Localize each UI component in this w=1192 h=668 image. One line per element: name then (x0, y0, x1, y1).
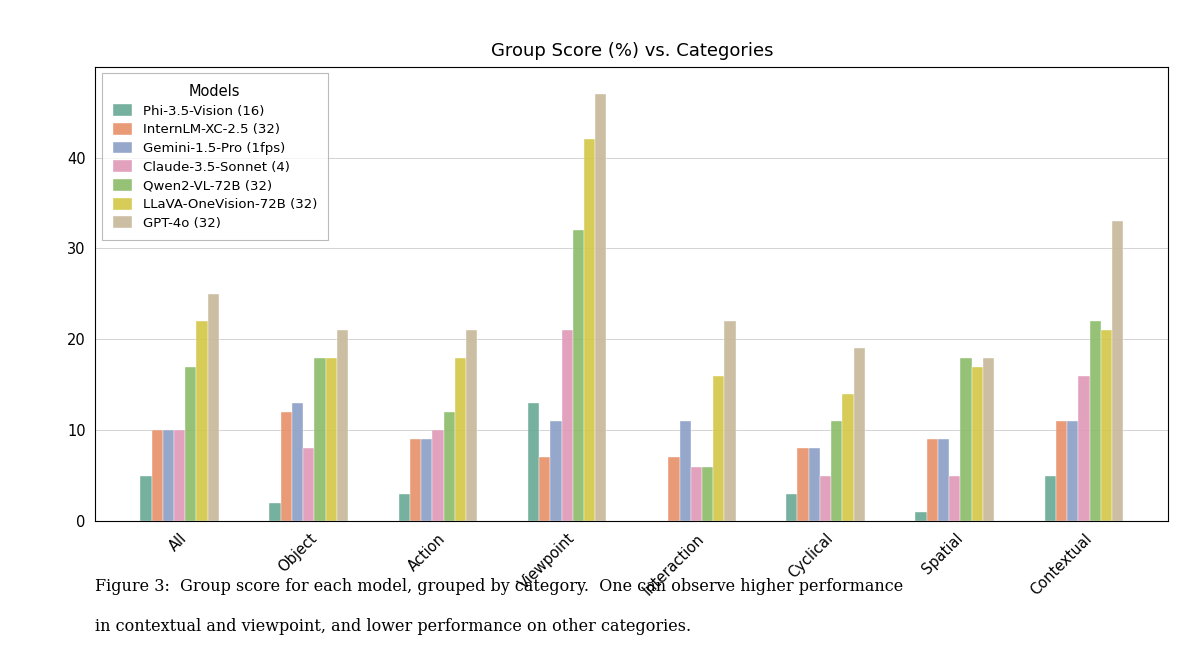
Bar (961, 357, 971, 521)
Bar (808, 448, 820, 521)
Bar (174, 430, 185, 521)
Bar (843, 394, 853, 521)
Bar (303, 448, 315, 521)
Bar (1112, 221, 1123, 521)
Bar (466, 330, 477, 521)
Bar (690, 466, 702, 521)
Bar (443, 412, 455, 521)
Bar (1056, 421, 1067, 521)
Bar (787, 494, 797, 521)
Bar (938, 440, 949, 521)
Text: in contextual and viewpoint, and lower performance on other categories.: in contextual and viewpoint, and lower p… (95, 618, 691, 635)
Bar (831, 421, 843, 521)
Bar (971, 367, 983, 521)
Bar (713, 375, 725, 521)
Bar (797, 448, 808, 521)
Bar (702, 466, 713, 521)
Bar (528, 403, 539, 521)
Bar (185, 367, 197, 521)
Bar (421, 440, 433, 521)
Bar (315, 357, 325, 521)
Bar (433, 430, 443, 521)
Bar (561, 330, 573, 521)
Bar (207, 294, 219, 521)
Title: Group Score (%) vs. Categories: Group Score (%) vs. Categories (491, 41, 772, 59)
Legend: Phi-3.5-Vision (16), InternLM-XC-2.5 (32), Gemini-1.5-Pro (1fps), Claude-3.5-Son: Phi-3.5-Vision (16), InternLM-XC-2.5 (32… (103, 73, 328, 240)
Bar (141, 476, 151, 521)
Bar (455, 357, 466, 521)
Bar (151, 430, 163, 521)
Bar (679, 421, 690, 521)
Bar (573, 230, 584, 521)
Bar (1089, 321, 1100, 521)
Bar (410, 440, 421, 521)
Bar (325, 357, 337, 521)
Bar (337, 330, 348, 521)
Text: Figure 3:  Group score for each model, grouped by category.  One can observe hig: Figure 3: Group score for each model, gr… (95, 578, 904, 595)
Bar (1100, 330, 1112, 521)
Bar (595, 94, 607, 521)
Bar (197, 321, 207, 521)
Bar (551, 421, 561, 521)
Bar (915, 512, 926, 521)
Bar (1067, 421, 1079, 521)
Bar (163, 430, 174, 521)
Bar (669, 458, 679, 521)
Bar (539, 458, 551, 521)
Bar (949, 476, 961, 521)
Bar (280, 412, 292, 521)
Bar (1044, 476, 1056, 521)
Bar (292, 403, 303, 521)
Bar (398, 494, 410, 521)
Bar (983, 357, 994, 521)
Bar (1079, 375, 1089, 521)
Bar (725, 321, 735, 521)
Bar (820, 476, 831, 521)
Bar (853, 349, 865, 521)
Bar (269, 503, 280, 521)
Bar (584, 140, 595, 521)
Bar (926, 440, 938, 521)
